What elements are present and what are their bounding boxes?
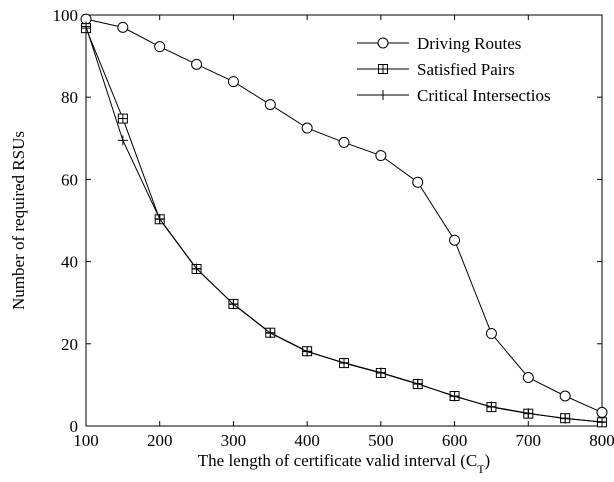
data-point <box>265 328 276 339</box>
data-point <box>191 263 202 274</box>
x-axis-label-main: The length of certificate valid interval… <box>198 451 477 470</box>
y-tick-label: 20 <box>61 335 78 354</box>
x-tick-label: 100 <box>73 431 99 450</box>
legend-item: Critical Intersectios <box>357 86 551 105</box>
legend-label: Driving Routes <box>417 34 521 53</box>
legend-box <box>350 28 596 114</box>
data-point <box>302 346 313 357</box>
legend-marker <box>377 37 389 49</box>
x-axis-label-subscript: T <box>477 462 485 476</box>
x-axis-label: The length of certificate valid interval… <box>198 451 490 476</box>
data-point <box>301 122 313 134</box>
data-point <box>412 378 423 389</box>
x-tick-label: 500 <box>368 431 394 450</box>
x-tick-label: 700 <box>516 431 542 450</box>
x-tick-label: 300 <box>221 431 247 450</box>
data-point <box>596 406 608 418</box>
legend-item: Driving Routes <box>357 34 521 53</box>
plot-frame <box>85 14 603 427</box>
legend-marker <box>378 90 388 100</box>
data-point <box>486 401 497 412</box>
data-point <box>375 150 387 162</box>
y-tick-label: 0 <box>70 417 79 436</box>
x-axis-label-close: ) <box>485 451 491 470</box>
data-point <box>522 372 534 384</box>
x-axis-ticks: 100 200 300 400 500 600 700 800 <box>73 15 614 450</box>
x-tick-label: 400 <box>294 431 320 450</box>
y-tick-label: 100 <box>53 6 79 25</box>
series-layer <box>80 13 608 428</box>
data-point <box>228 299 239 310</box>
data-point <box>264 99 276 111</box>
data-point <box>523 408 534 419</box>
data-point <box>81 21 91 32</box>
y-tick-label: 60 <box>61 170 78 189</box>
data-point <box>412 176 424 188</box>
data-point <box>117 135 128 146</box>
data-point <box>117 113 128 124</box>
data-point <box>154 41 166 53</box>
data-point <box>154 213 165 224</box>
x-tick-label: 800 <box>589 431 614 450</box>
data-point <box>597 416 607 427</box>
y-tick-label: 40 <box>61 253 78 272</box>
y-tick-label: 80 <box>61 88 78 107</box>
legend-item: Satisfied Pairs <box>357 60 515 79</box>
legend-marker <box>378 64 388 74</box>
x-tick-label: 600 <box>442 431 468 450</box>
y-axis-label: Number of required RSUs <box>9 131 28 310</box>
data-point <box>117 21 129 33</box>
data-point <box>560 413 571 424</box>
data-point <box>449 391 460 402</box>
legend: Driving Routes Satisfied Pairs Critical In… <box>350 28 596 114</box>
data-point <box>449 234 461 246</box>
legend-label: Satisfied Pairs <box>417 60 515 79</box>
legend-label: Critical Intersectios <box>417 86 551 105</box>
x-tick-label: 200 <box>147 431 173 450</box>
series-plus <box>81 21 607 427</box>
y-axis-ticks: 0 20 40 60 80 100 <box>53 6 602 436</box>
data-point <box>339 357 349 368</box>
data-point <box>559 390 571 402</box>
data-point <box>227 76 239 88</box>
data-point <box>338 136 350 148</box>
data-point <box>375 367 386 378</box>
data-point <box>485 328 497 340</box>
series-circle <box>80 13 608 418</box>
data-point <box>191 58 203 70</box>
